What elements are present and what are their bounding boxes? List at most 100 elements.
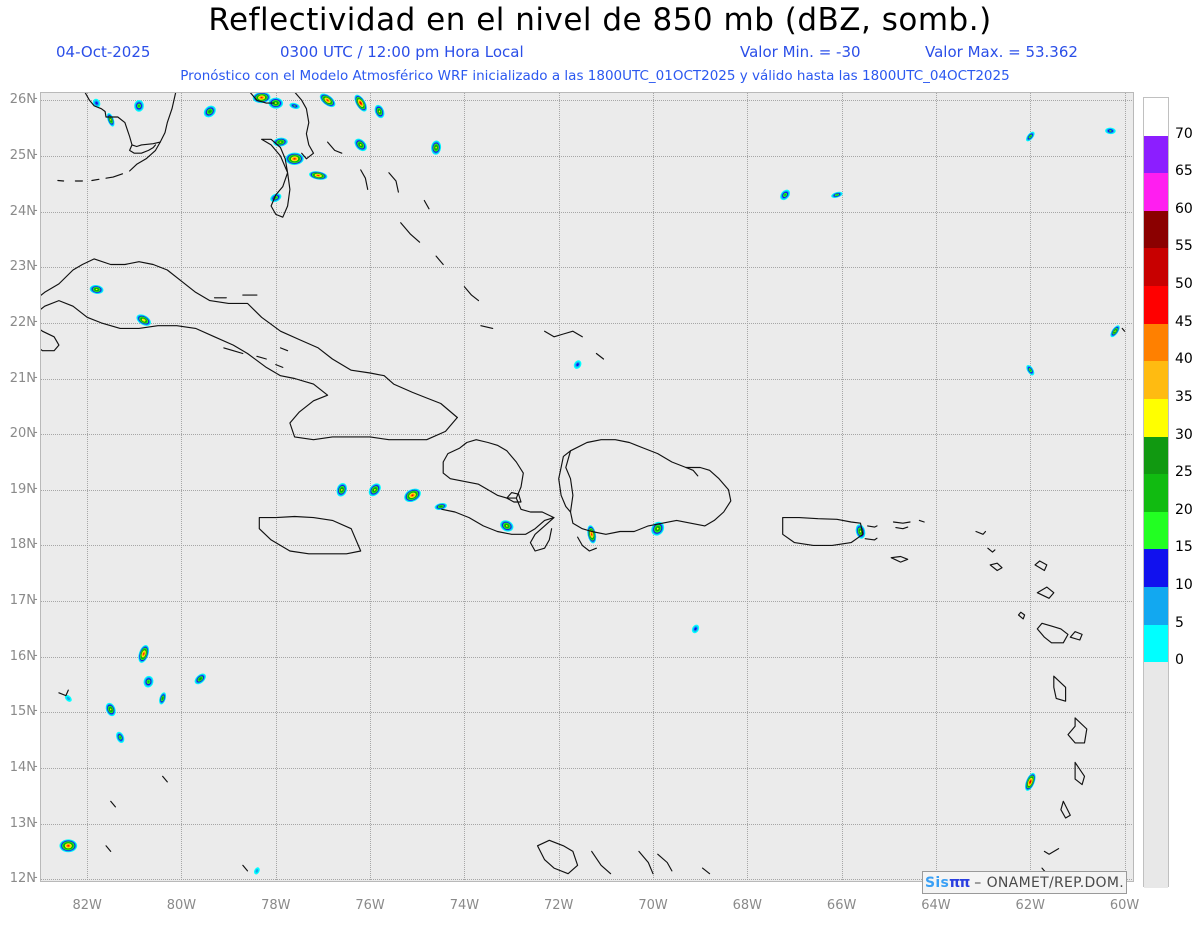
y-axis-tick-label: 12N [9,871,36,887]
y-axis-tick-label: 25N [9,147,36,163]
y-axis-tick-label: 17N [9,593,36,609]
reflectivity-cell [270,193,282,203]
gridline-vertical [181,92,183,882]
colorbar-tick-label: 30 [1175,426,1193,443]
map-plot-area[interactable] [40,92,1134,882]
reflectivity-cell [831,191,843,198]
reflectivity-contour [147,680,150,683]
reflectivity-cell [254,867,260,875]
colorbar-tick-label: 55 [1175,238,1193,255]
reflectivity-cell [89,285,104,294]
y-axis-tick-mark: - [33,258,38,274]
y-axis-tick-label: 19N [9,481,36,497]
coastline [279,347,289,352]
reflectivity-contour [1109,130,1112,132]
reflectivity-cell [1025,131,1035,142]
reflectivity-contour [95,288,98,291]
colorbar-tick-label: 25 [1175,464,1193,481]
reflectivity-cell [138,644,150,663]
y-axis-tick-mark: - [33,313,38,329]
colorbar-tick-label: 35 [1175,388,1193,405]
coastline [975,530,987,535]
coastline [1036,622,1069,644]
colorbar [1143,97,1169,888]
coastline [435,255,444,266]
reflectivity-cell [203,105,216,118]
coastline [40,300,458,441]
colorbar-band [1144,173,1168,211]
colorbar-tick-label: 65 [1175,163,1193,180]
coastline [892,521,911,524]
colorbar-tick-label: 10 [1175,577,1193,594]
reflectivity-cell [1110,325,1120,338]
coastline [1074,761,1086,786]
page-title: Reflectividad en el nivel de 850 mb (dBZ… [208,2,992,38]
y-axis-tick-label: 16N [9,648,36,664]
x-axis-tick-label: 68W [732,898,763,913]
coastline [129,141,161,172]
reflectivity-contour [110,118,112,121]
reflectivity-cell [780,189,791,201]
colorbar-tick-label: 50 [1175,276,1193,293]
colorbar-band [1144,474,1168,512]
y-axis-tick-label: 26N [9,92,36,108]
reflectivity-contour [1029,781,1031,783]
reflectivity-contour [341,488,343,491]
y-axis-tick-label: 20N [9,426,36,442]
gridline-vertical [841,92,843,882]
coastline [1060,800,1071,819]
coastline [1017,611,1026,620]
colorbar-band [1144,248,1168,287]
reflectivity-contour [95,101,98,105]
y-axis-tick-mark: - [33,202,38,218]
reflectivity-cell [136,314,151,326]
coastline [989,562,1003,572]
reflectivity-cell [434,502,447,511]
reflectivity-contour [162,697,164,700]
coastline [987,547,996,553]
reflectivity-cell [500,520,514,532]
coastline [57,179,65,182]
y-axis-tick-mark: - [33,703,38,719]
reflectivity-cell [374,104,385,119]
coastline [1034,560,1048,572]
coastline [463,286,480,302]
coastline [327,141,343,154]
coastline [400,222,421,243]
colorbar-tick-label: 70 [1175,125,1193,142]
y-axis-tick-mark: - [33,870,38,886]
reflectivity-contour [293,158,296,160]
coastline [58,689,69,697]
reflectivity-cell [64,694,72,702]
colorbar-tick-label: 0 [1175,652,1184,669]
colorbar-band [1144,662,1168,888]
coastline [1069,631,1083,641]
y-axis-tick-label: 14N [9,759,36,775]
logo-dash: – [974,874,982,891]
colorbar-band [1144,549,1168,588]
coastline [40,328,60,352]
coastline [657,853,673,872]
gridline-horizontal [40,601,1134,603]
reflectivity-contour [505,525,508,527]
y-axis-tick-mark: - [33,647,38,663]
reflectivity-contour [1029,369,1032,372]
y-axis-tick-label: 13N [9,815,36,831]
reflectivity-cell [116,731,125,743]
reflectivity-cell [1026,364,1035,376]
value-min: Valor Min. = -30 [740,43,861,61]
reflectivity-layer [59,92,1120,875]
gridline-horizontal [40,489,1134,491]
colorbar-band [1144,436,1168,475]
logo-org-text: ONAMET/REP.DOM. [986,874,1124,891]
gridline-vertical [747,92,749,882]
coastline [480,325,494,329]
x-axis-tick-label: 60W [1109,898,1140,913]
coastline [84,92,177,148]
coastline [895,526,909,530]
reflectivity-contour [66,696,71,701]
gridline-horizontal [40,155,1134,157]
coastline [864,537,878,541]
coastline [256,355,267,360]
